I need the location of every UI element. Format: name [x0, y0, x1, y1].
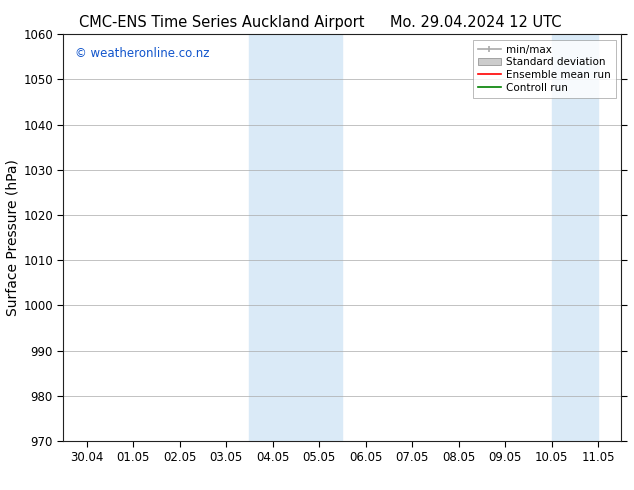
Text: CMC-ENS Time Series Auckland Airport: CMC-ENS Time Series Auckland Airport [79, 15, 365, 30]
Text: Mo. 29.04.2024 12 UTC: Mo. 29.04.2024 12 UTC [390, 15, 561, 30]
Text: © weatheronline.co.nz: © weatheronline.co.nz [75, 47, 209, 59]
Y-axis label: Surface Pressure (hPa): Surface Pressure (hPa) [5, 159, 19, 316]
Bar [249, 34, 296, 441]
Title: CMC-ENS Time Series Auckland Airport     Mo. 29.04.2024 12 UTC: CMC-ENS Time Series Auckland Airport Mo.… [0, 489, 1, 490]
Bar [552, 34, 575, 441]
Legend: min/max, Standard deviation, Ensemble mean run, Controll run: min/max, Standard deviation, Ensemble me… [473, 40, 616, 98]
Bar [296, 34, 342, 441]
Bar [575, 34, 598, 441]
